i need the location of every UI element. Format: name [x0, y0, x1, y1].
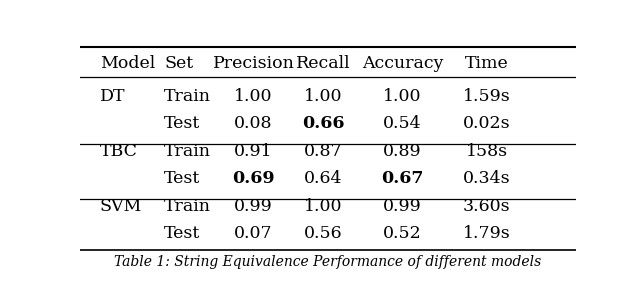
Text: Model: Model	[100, 55, 155, 72]
Text: 0.91: 0.91	[234, 143, 273, 160]
Text: 0.89: 0.89	[383, 143, 422, 160]
Text: 0.34s: 0.34s	[463, 170, 511, 187]
Text: 0.99: 0.99	[383, 198, 422, 215]
Text: 0.67: 0.67	[381, 170, 424, 187]
Text: 158s: 158s	[466, 143, 508, 160]
Text: Train: Train	[164, 143, 211, 160]
Text: 1.00: 1.00	[234, 88, 273, 105]
Text: 0.99: 0.99	[234, 198, 273, 215]
Text: 0.66: 0.66	[302, 116, 344, 132]
Text: SVM: SVM	[100, 198, 142, 215]
Text: 3.60s: 3.60s	[463, 198, 511, 215]
Text: 0.56: 0.56	[304, 225, 342, 242]
Text: Precision: Precision	[212, 55, 294, 72]
Text: Time: Time	[465, 55, 509, 72]
Text: Accuracy: Accuracy	[362, 55, 443, 72]
Text: 0.64: 0.64	[304, 170, 342, 187]
Text: 1.00: 1.00	[383, 88, 422, 105]
Text: 0.52: 0.52	[383, 225, 422, 242]
Text: Test: Test	[164, 225, 200, 242]
Text: 0.02s: 0.02s	[463, 116, 511, 132]
Text: TBC: TBC	[100, 143, 138, 160]
Text: DT: DT	[100, 88, 125, 105]
Text: 1.00: 1.00	[304, 88, 342, 105]
Text: 0.87: 0.87	[304, 143, 342, 160]
Text: Train: Train	[164, 88, 211, 105]
Text: 1.59s: 1.59s	[463, 88, 511, 105]
Text: Test: Test	[164, 116, 200, 132]
Text: Set: Set	[164, 55, 193, 72]
Text: Recall: Recall	[296, 55, 350, 72]
Text: Train: Train	[164, 198, 211, 215]
Text: Test: Test	[164, 170, 200, 187]
Text: Table 1: String Equivalence Performance of different models: Table 1: String Equivalence Performance …	[115, 255, 541, 269]
Text: 0.54: 0.54	[383, 116, 422, 132]
Text: 0.69: 0.69	[232, 170, 275, 187]
Text: 1.79s: 1.79s	[463, 225, 511, 242]
Text: 1.00: 1.00	[304, 198, 342, 215]
Text: 0.08: 0.08	[234, 116, 273, 132]
Text: 0.07: 0.07	[234, 225, 273, 242]
